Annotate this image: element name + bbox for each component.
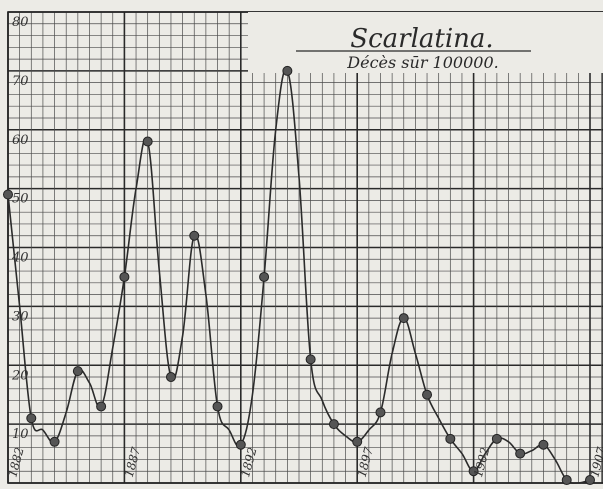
data-point xyxy=(3,189,13,200)
data-point xyxy=(165,372,176,383)
data-point xyxy=(328,419,339,430)
y-tick-label: 10 xyxy=(12,427,29,442)
x-tick-labels: 1882 1887 1892 1897 1902 1907 xyxy=(5,445,603,478)
data-point xyxy=(49,436,60,447)
points-layer xyxy=(3,65,595,486)
data-point xyxy=(259,271,270,282)
data-point xyxy=(96,401,107,412)
data-point xyxy=(422,389,433,400)
chart-title: Scarlatina. xyxy=(350,24,493,54)
data-point xyxy=(142,136,153,147)
data-point xyxy=(375,407,386,418)
y-tick-label: 60 xyxy=(12,133,29,148)
data-point xyxy=(352,436,363,447)
data-point xyxy=(119,271,130,282)
y-tick-label: 70 xyxy=(12,74,29,89)
data-point xyxy=(491,433,502,444)
data-point xyxy=(561,475,572,486)
data-point xyxy=(26,413,37,424)
y-tick-label: 50 xyxy=(12,192,29,207)
y-tick-label: 40 xyxy=(11,251,29,266)
data-point xyxy=(212,401,223,412)
y-tick-label: 80 xyxy=(12,15,29,30)
data-point xyxy=(398,313,409,324)
data-point xyxy=(538,439,549,450)
data-point xyxy=(515,448,526,459)
data-point xyxy=(585,475,595,486)
data-point xyxy=(305,354,316,365)
y-tick-label: 30 xyxy=(12,309,29,324)
y-tick-label: 20 xyxy=(11,368,29,383)
data-point xyxy=(235,439,246,450)
chart-subtitle: Décès sūr 100000. xyxy=(346,53,498,72)
data-point xyxy=(468,466,479,477)
data-point xyxy=(445,433,456,444)
y-tick-labels: 10 20 30 40 50 60 70 80 xyxy=(11,15,29,442)
data-point xyxy=(189,230,200,241)
grid xyxy=(7,11,603,484)
data-point xyxy=(72,366,83,377)
data-point xyxy=(282,65,293,76)
title-box xyxy=(248,12,603,73)
